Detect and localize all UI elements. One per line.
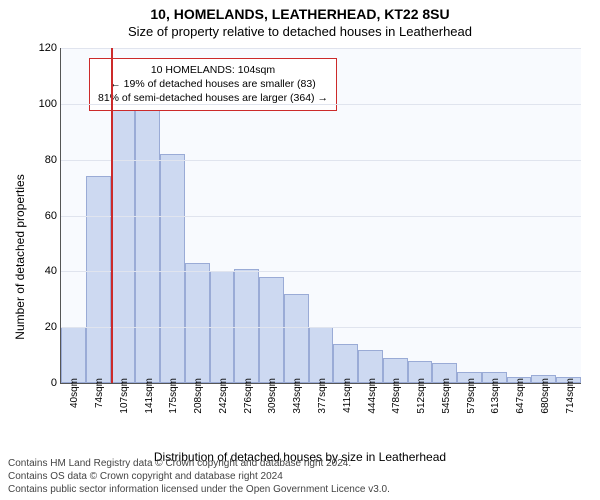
footer-line-3: Contains public sector information licen…	[8, 483, 390, 496]
gridline	[61, 160, 581, 161]
histogram-bar	[284, 294, 309, 383]
annotation-box: 10 HOMELANDS: 104sqm ← 19% of detached h…	[89, 58, 337, 111]
gridline	[61, 216, 581, 217]
histogram-bar	[309, 327, 334, 383]
histogram-bar	[86, 176, 111, 383]
gridline	[61, 327, 581, 328]
footer-line-2: Contains OS data © Crown copyright and d…	[8, 470, 390, 483]
x-tick-label: 512sqm	[416, 378, 427, 414]
x-tick-label: 411sqm	[342, 378, 353, 413]
x-tick-label: 343sqm	[292, 378, 303, 414]
x-tick-label: 680sqm	[540, 378, 551, 414]
chart-container: 10, HOMELANDS, LEATHERHEAD, KT22 8SU Siz…	[0, 0, 600, 500]
y-axis-label: Number of detached properties	[13, 157, 27, 357]
x-tick-label: 714sqm	[565, 378, 576, 414]
footer-line-1: Contains HM Land Registry data © Crown c…	[8, 457, 390, 470]
y-tick-label: 40	[29, 265, 57, 277]
x-tick-label: 613sqm	[490, 378, 501, 414]
annotation-line-1: 10 HOMELANDS: 104sqm	[98, 63, 328, 77]
x-tick-label: 141sqm	[144, 378, 155, 414]
gridline	[61, 48, 581, 49]
x-tick-label: 208sqm	[193, 378, 204, 414]
histogram-bar	[160, 154, 185, 383]
histogram-bar	[111, 90, 136, 383]
y-tick-label: 120	[29, 42, 57, 54]
annotation-line-2: ← 19% of detached houses are smaller (83…	[98, 77, 328, 91]
histogram-bar	[61, 327, 86, 383]
x-tick-label: 377sqm	[317, 378, 328, 414]
y-tick-label: 80	[29, 154, 57, 166]
x-tick-label: 545sqm	[441, 378, 452, 414]
gridline	[61, 271, 581, 272]
x-tick-label: 107sqm	[119, 378, 130, 414]
chart-subtitle: Size of property relative to detached ho…	[0, 24, 600, 39]
gridline	[61, 104, 581, 105]
x-tick-label: 276sqm	[243, 378, 254, 414]
histogram-bar	[185, 263, 210, 383]
x-tick-label: 40sqm	[69, 378, 80, 408]
histogram-bar	[259, 277, 284, 383]
x-tick-label: 175sqm	[168, 378, 179, 414]
histogram-bar	[234, 269, 259, 383]
marker-line	[111, 48, 113, 383]
x-tick-label: 444sqm	[367, 378, 378, 414]
y-tick-label: 60	[29, 210, 57, 222]
x-tick-label: 579sqm	[466, 378, 477, 414]
y-tick-label: 100	[29, 98, 57, 110]
x-tick-label: 478sqm	[391, 378, 402, 414]
x-tick-label: 647sqm	[515, 378, 526, 414]
plot-area: 10 HOMELANDS: 104sqm ← 19% of detached h…	[60, 48, 581, 384]
x-tick-label: 309sqm	[267, 378, 278, 414]
histogram-bar	[135, 104, 160, 383]
y-tick-label: 20	[29, 321, 57, 333]
footer-attribution: Contains HM Land Registry data © Crown c…	[8, 457, 390, 496]
y-tick-label: 0	[29, 377, 57, 389]
x-tick-label: 74sqm	[94, 378, 105, 408]
x-tick-label: 242sqm	[218, 378, 229, 414]
chart-title: 10, HOMELANDS, LEATHERHEAD, KT22 8SU	[0, 6, 600, 22]
